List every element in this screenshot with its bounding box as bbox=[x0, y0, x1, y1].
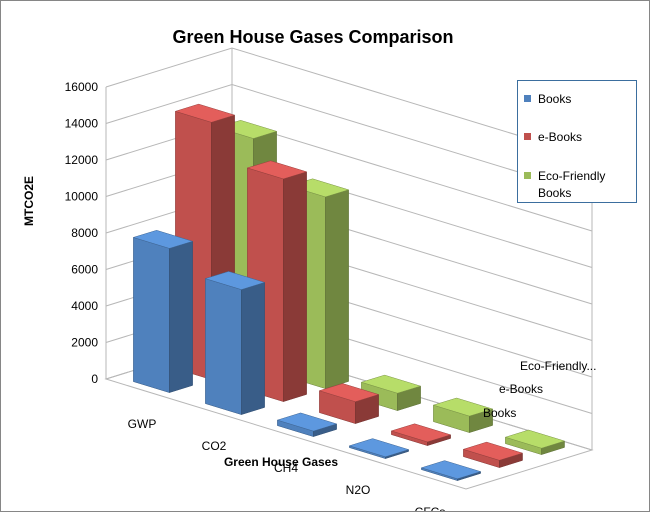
x-axis-title: Green House Gases bbox=[224, 455, 338, 469]
y-tick-label: 4000 bbox=[71, 299, 98, 313]
bar-eco-friendly-books-cfcs bbox=[504, 429, 566, 455]
y-tick-label: 10000 bbox=[65, 190, 99, 204]
y-tick-label: 8000 bbox=[71, 226, 98, 240]
legend-swatch-ebooks bbox=[524, 133, 531, 140]
y-tick-label: 14000 bbox=[65, 117, 99, 131]
x-tick-label: CO2 bbox=[202, 439, 227, 453]
depth-tick-labels: Eco-Friendly... e-Books Books bbox=[483, 359, 596, 420]
legend-label-eco-friendly: Eco-Friendly Books bbox=[538, 169, 606, 200]
x-tick-label: N2O bbox=[346, 483, 371, 497]
bar-books-n2o bbox=[348, 438, 410, 459]
y-tick-labels: 0 2000 4000 6000 8000 10000 12000 14000 16000 bbox=[65, 80, 99, 386]
x-tick-label: GWP bbox=[128, 417, 157, 431]
depth-tick-label: Books bbox=[483, 406, 516, 420]
bar-eco-friendly-books-n2o bbox=[432, 397, 494, 433]
y-tick-label: 2000 bbox=[71, 336, 98, 350]
legend-label-ebooks: e-Books bbox=[538, 130, 583, 144]
bar-eco-friendly-books-ch4 bbox=[360, 374, 422, 411]
bar-e-books-cfcs bbox=[462, 441, 524, 468]
legend-swatch-books bbox=[524, 95, 531, 102]
x-tick-label: CH4 bbox=[274, 461, 298, 475]
bar-books-co2 bbox=[204, 271, 266, 415]
depth-tick-label: Eco-Friendly... bbox=[520, 359, 596, 373]
bar-books-cfcs bbox=[420, 460, 482, 481]
chart-title: Green House Gases Comparison bbox=[172, 27, 453, 47]
legend: Books e-Books Eco-Friendly Books bbox=[517, 80, 637, 203]
y-axis-title: MTCO2E bbox=[22, 176, 36, 226]
depth-tick-label: e-Books bbox=[499, 382, 543, 396]
legend-label-books: Books bbox=[538, 92, 572, 106]
y-tick-label: 16000 bbox=[65, 80, 99, 94]
bar-books-ch4 bbox=[276, 412, 338, 437]
y-tick-label: 6000 bbox=[71, 263, 98, 277]
x-tick-label: CFCs bbox=[415, 505, 446, 511]
legend-swatch-eco-friendly bbox=[524, 172, 531, 179]
y-tick-label: 12000 bbox=[65, 153, 99, 167]
bar-e-books-n2o bbox=[390, 423, 452, 446]
x-tick-labels: GWP CO2 CH4 N2O CFCs bbox=[128, 417, 446, 511]
bar-books-gwp bbox=[132, 230, 194, 393]
bars bbox=[132, 103, 566, 481]
y-tick-label: 0 bbox=[91, 372, 98, 386]
bar-e-books-ch4 bbox=[318, 383, 380, 424]
